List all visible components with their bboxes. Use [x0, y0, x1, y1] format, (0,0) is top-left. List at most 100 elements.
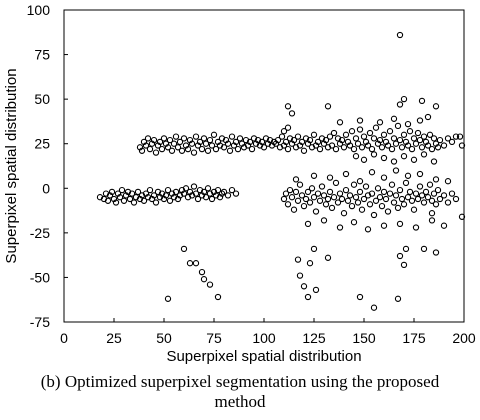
data-point	[436, 136, 444, 144]
data-point	[104, 197, 112, 204]
data-point	[432, 176, 440, 183]
data-point	[200, 135, 208, 142]
data-point	[248, 145, 256, 153]
data-point	[338, 195, 346, 203]
data-point	[168, 147, 176, 154]
data-point	[226, 147, 234, 154]
data-point	[398, 144, 406, 151]
data-point	[306, 136, 314, 144]
data-point	[286, 186, 294, 194]
data-point	[376, 136, 384, 144]
data-point	[150, 136, 158, 144]
data-point	[142, 142, 150, 149]
data-point	[426, 181, 434, 188]
data-point	[320, 217, 328, 224]
data-point	[348, 128, 356, 135]
data-point	[198, 268, 206, 276]
data-point	[282, 190, 290, 197]
x-tick-label: 150	[352, 330, 376, 346]
data-point	[346, 142, 354, 149]
data-point	[344, 197, 352, 204]
data-point	[402, 245, 410, 253]
data-point	[164, 144, 172, 151]
data-point	[296, 272, 304, 279]
data-point	[400, 261, 408, 269]
data-point	[234, 145, 242, 153]
data-point	[108, 188, 116, 196]
data-point	[294, 133, 302, 140]
data-point	[258, 138, 266, 146]
data-point	[396, 186, 404, 194]
x-tick-label: 50	[156, 330, 172, 346]
y-tick-label: 100	[27, 2, 51, 18]
data-point	[366, 201, 374, 208]
data-point	[172, 133, 180, 140]
data-point	[440, 142, 448, 149]
data-point	[384, 142, 392, 149]
data-point	[284, 145, 292, 153]
data-point	[350, 219, 358, 226]
data-point	[118, 186, 126, 194]
data-point	[384, 208, 392, 215]
data-point	[292, 188, 300, 196]
data-point	[236, 135, 244, 142]
data-point	[260, 144, 268, 151]
data-point	[312, 286, 320, 294]
data-point	[172, 188, 180, 196]
data-point	[324, 254, 332, 261]
data-point	[292, 176, 300, 183]
data-point	[436, 195, 444, 203]
y-tick-label: 25	[34, 136, 50, 152]
data-point	[138, 147, 146, 154]
data-point	[314, 138, 322, 146]
data-point	[412, 140, 420, 147]
data-point	[382, 195, 390, 203]
data-point	[422, 188, 430, 196]
data-point	[458, 213, 466, 220]
data-point	[200, 276, 208, 283]
y-axis-ticks: -75 -50 -25 0 25 50 75 100	[27, 2, 68, 330]
data-point	[390, 158, 398, 165]
data-point	[358, 206, 366, 213]
data-point	[328, 204, 336, 212]
data-point	[392, 167, 400, 174]
data-point	[430, 158, 438, 165]
data-point	[320, 192, 328, 199]
data-point	[368, 169, 376, 176]
data-point	[372, 197, 380, 204]
data-point	[396, 31, 404, 39]
data-point	[312, 208, 320, 215]
data-point	[288, 194, 296, 201]
data-point	[126, 195, 134, 203]
data-point	[112, 199, 120, 206]
data-point	[350, 145, 358, 153]
data-point	[420, 151, 428, 158]
data-point	[330, 129, 338, 137]
data-point	[274, 136, 282, 144]
data-point	[338, 136, 346, 144]
data-point	[354, 140, 362, 147]
data-point	[404, 120, 412, 128]
data-point	[356, 117, 364, 124]
data-point	[134, 188, 142, 196]
y-tick-label: -75	[30, 314, 50, 330]
data-point	[370, 304, 378, 311]
y-axis-title: Superpixel spatial distribution	[3, 68, 20, 263]
data-point	[394, 204, 402, 212]
data-point	[310, 131, 318, 138]
data-point	[386, 128, 394, 135]
data-point	[424, 142, 432, 149]
data-point	[228, 133, 236, 140]
data-point	[246, 138, 254, 146]
data-point	[452, 195, 460, 203]
data-point	[374, 185, 382, 192]
data-point	[342, 186, 350, 194]
data-point	[348, 202, 356, 210]
data-point	[164, 186, 172, 194]
data-point	[346, 192, 354, 199]
data-point	[404, 194, 412, 201]
x-tick-label: 100	[252, 330, 276, 346]
data-point	[360, 156, 368, 163]
data-point	[414, 129, 422, 137]
